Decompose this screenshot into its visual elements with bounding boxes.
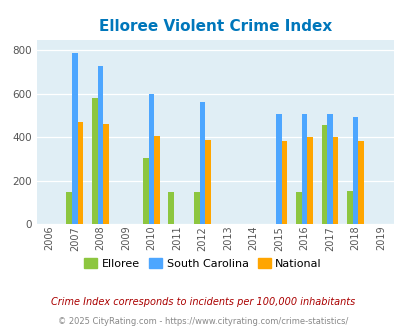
Bar xyxy=(346,191,352,224)
Legend: Elloree, South Carolina, National: Elloree, South Carolina, National xyxy=(79,254,326,273)
Bar xyxy=(97,66,103,224)
Bar xyxy=(148,94,154,224)
Bar xyxy=(66,192,72,224)
Bar xyxy=(281,141,287,224)
Bar xyxy=(358,141,363,224)
Bar xyxy=(103,124,109,224)
Bar xyxy=(295,192,301,224)
Bar xyxy=(332,137,338,224)
Bar xyxy=(194,192,199,224)
Title: Elloree Violent Crime Index: Elloree Violent Crime Index xyxy=(98,19,331,34)
Bar xyxy=(326,114,332,224)
Bar xyxy=(275,114,281,224)
Bar xyxy=(92,98,97,224)
Bar xyxy=(72,53,77,224)
Bar xyxy=(301,114,307,224)
Text: Crime Index corresponds to incidents per 100,000 inhabitants: Crime Index corresponds to incidents per… xyxy=(51,297,354,307)
Bar xyxy=(352,117,358,224)
Bar xyxy=(168,192,174,224)
Bar xyxy=(154,136,160,224)
Bar xyxy=(307,137,312,224)
Text: © 2025 CityRating.com - https://www.cityrating.com/crime-statistics/: © 2025 CityRating.com - https://www.city… xyxy=(58,317,347,326)
Bar xyxy=(77,122,83,224)
Bar xyxy=(205,140,210,224)
Bar xyxy=(199,102,205,224)
Bar xyxy=(143,158,148,224)
Bar xyxy=(321,125,326,224)
